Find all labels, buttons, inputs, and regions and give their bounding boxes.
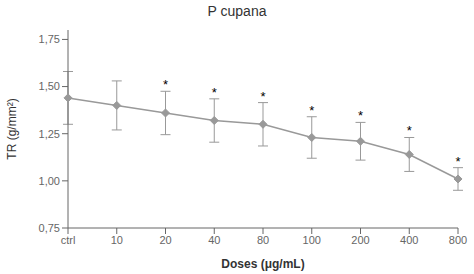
svg-text:ctrl: ctrl — [61, 234, 76, 246]
svg-text:*: * — [212, 85, 217, 100]
svg-text:10: 10 — [111, 234, 123, 246]
svg-text:Doses (μg/mL): Doses (μg/mL) — [221, 257, 304, 271]
svg-text:20: 20 — [159, 234, 171, 246]
html-text:P cupana: P cupana — [207, 3, 267, 19]
svg-text:1,25: 1,25 — [39, 128, 60, 140]
svg-text:*: * — [163, 77, 168, 92]
svg-text:*: * — [309, 103, 314, 118]
svg-text:*: * — [358, 108, 363, 123]
svg-text:1,50: 1,50 — [39, 80, 60, 92]
svg-text:80: 80 — [257, 234, 269, 246]
svg-text:200: 200 — [351, 234, 369, 246]
svg-text:1,75: 1,75 — [39, 33, 60, 45]
svg-text:800: 800 — [449, 234, 466, 246]
svg-text:TR (g/mm²): TR (g/mm²) — [8, 98, 19, 159]
svg-text:*: * — [407, 123, 412, 138]
svg-text:40: 40 — [208, 234, 220, 246]
svg-text:1,00: 1,00 — [39, 175, 60, 187]
svg-text:0,75: 0,75 — [39, 222, 60, 234]
svg-text:400: 400 — [400, 234, 418, 246]
svg-text:*: * — [455, 154, 460, 169]
svg-text:*: * — [260, 89, 265, 104]
svg-text:100: 100 — [303, 234, 321, 246]
